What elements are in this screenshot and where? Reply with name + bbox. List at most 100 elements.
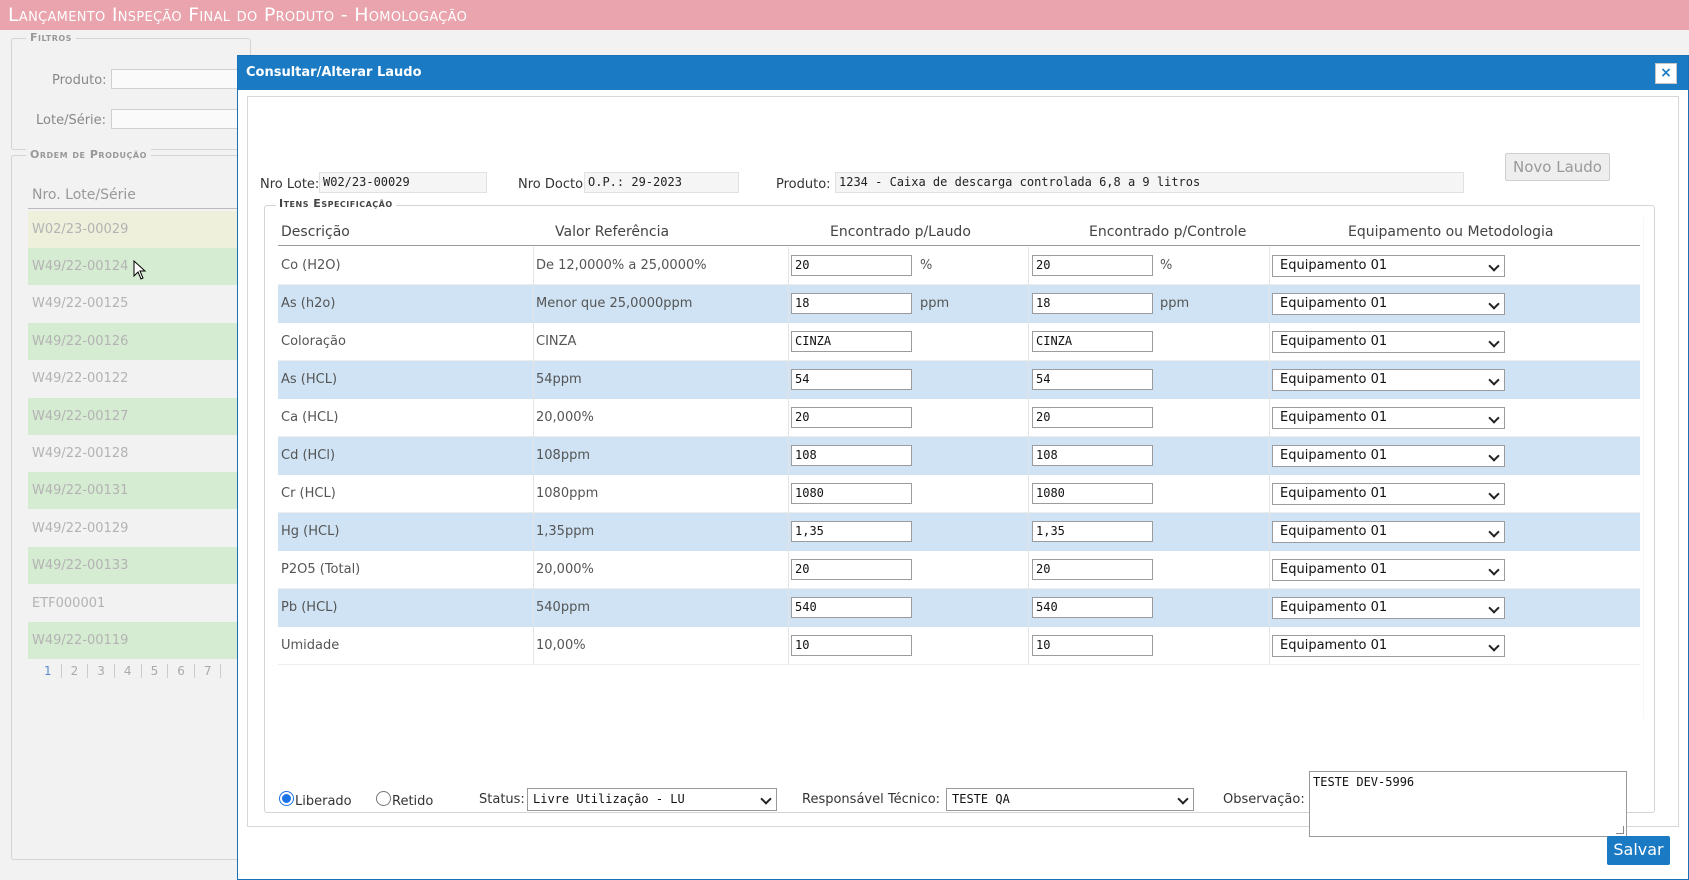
equipamento-select[interactable]: Equipamento 01 [1272, 255, 1505, 277]
encontrado-laudo-input[interactable]: 20 [791, 255, 912, 276]
lot-list-item[interactable]: W49/22-00127 [28, 398, 248, 435]
equipamento-select[interactable]: Equipamento 01 [1272, 445, 1505, 467]
referencia-cell: 540ppm [536, 600, 590, 615]
equipamento-select[interactable]: Equipamento 01 [1272, 635, 1505, 657]
nro-lote-field[interactable]: W02/23-00029 [319, 172, 487, 193]
encontrado-laudo-input[interactable]: 540 [791, 597, 912, 618]
page-link[interactable]: 7 [195, 664, 222, 678]
encontrado-laudo-input[interactable]: 108 [791, 445, 912, 466]
table-header: Descrição Valor Referência Encontrado p/… [278, 218, 1640, 246]
resize-grip-icon[interactable] [1616, 826, 1624, 834]
cell-divider [788, 513, 789, 551]
responsavel-select[interactable]: TESTE QA [946, 788, 1194, 811]
table-row: Cd (HCl) 108ppm 108 108 Equipamento 01 [278, 437, 1640, 475]
equipamento-value: Equipamento 01 [1280, 562, 1388, 577]
chevron-down-icon [1177, 793, 1189, 805]
descricao-cell: Ca (HCL) [281, 410, 339, 425]
encontrado-laudo-input[interactable]: 20 [791, 407, 912, 428]
chevron-down-icon [1488, 298, 1500, 310]
nro-lote-label: Nro Lote: [260, 177, 320, 192]
referencia-cell: 10,00% [536, 638, 586, 653]
cell-divider [1269, 589, 1270, 627]
equipamento-select[interactable]: Equipamento 01 [1272, 559, 1505, 581]
produto-field[interactable]: 1234 - Caixa de descarga controlada 6,8 … [835, 172, 1464, 193]
retido-radio[interactable] [376, 791, 391, 806]
encontrado-laudo-input[interactable]: 10 [791, 635, 912, 656]
page-link[interactable]: 1 [40, 664, 62, 678]
cell-divider [1028, 399, 1029, 437]
encontrado-controle-input[interactable]: 20 [1032, 255, 1153, 276]
cell-divider [788, 475, 789, 513]
observacao-textarea[interactable]: TESTE DEV-5996 [1309, 771, 1627, 837]
page-link[interactable]: 2 [62, 664, 89, 678]
lot-list-item[interactable]: W49/22-00133 [28, 547, 248, 584]
equipamento-value: Equipamento 01 [1280, 486, 1388, 501]
encontrado-laudo-input[interactable]: CINZA [791, 331, 912, 352]
cell-divider [1269, 513, 1270, 551]
cell-divider [788, 323, 789, 361]
cell-divider [1269, 361, 1270, 399]
table-scrollbar[interactable]: ▲ ▼ [1643, 218, 1644, 718]
cell-divider [1269, 399, 1270, 437]
page-link[interactable]: 3 [88, 664, 115, 678]
nro-docto-field[interactable]: O.P.: 29-2023 [584, 172, 739, 193]
laudo-unit: % [920, 258, 933, 273]
equipamento-select[interactable]: Equipamento 01 [1272, 597, 1505, 619]
page-link[interactable]: 4 [115, 664, 142, 678]
liberado-radio[interactable] [279, 791, 294, 806]
equipamento-select[interactable]: Equipamento 01 [1272, 521, 1505, 543]
cell-divider [1028, 437, 1029, 475]
chevron-down-icon [1488, 526, 1500, 538]
equipamento-select[interactable]: Equipamento 01 [1272, 369, 1505, 391]
lote-filter-input[interactable] [111, 109, 241, 129]
encontrado-controle-input[interactable]: CINZA [1032, 331, 1153, 352]
lot-list-item[interactable]: W49/22-00119 [28, 622, 248, 659]
encontrado-controle-input[interactable]: 18 [1032, 293, 1153, 314]
encontrado-laudo-input[interactable]: 20 [791, 559, 912, 580]
status-select[interactable]: Livre Utilização - LU [527, 788, 777, 811]
cell-divider [533, 437, 534, 475]
lot-list-item[interactable]: W49/22-00128 [28, 435, 248, 472]
cell-divider [1269, 247, 1270, 285]
encontrado-controle-input[interactable]: 20 [1032, 407, 1153, 428]
page-link[interactable]: 5 [142, 664, 169, 678]
salvar-button[interactable]: Salvar [1607, 836, 1670, 865]
novo-laudo-button[interactable]: Novo Laudo [1505, 153, 1610, 181]
page-link[interactable]: 6 [168, 664, 195, 678]
responsavel-value: TESTE QA [952, 792, 1010, 806]
laudo-dialog: Consultar/Alterar Laudo × Nro Lote: W02/… [237, 55, 1689, 880]
lot-list-item[interactable]: W49/22-00126 [28, 323, 248, 360]
encontrado-laudo-input[interactable]: 1,35 [791, 521, 912, 542]
encontrado-controle-input[interactable]: 20 [1032, 559, 1153, 580]
encontrado-controle-input[interactable]: 1080 [1032, 483, 1153, 504]
encontrado-controle-input[interactable]: 108 [1032, 445, 1153, 466]
encontrado-laudo-input[interactable]: 1080 [791, 483, 912, 504]
encontrado-controle-input[interactable]: 54 [1032, 369, 1153, 390]
encontrado-laudo-input[interactable]: 54 [791, 369, 912, 390]
encontrado-laudo-input[interactable]: 18 [791, 293, 912, 314]
ordem-legend: Ordem de Produção [26, 148, 151, 161]
ordem-column-header: Nro. Lote/Série [32, 187, 136, 203]
equipamento-select[interactable]: Equipamento 01 [1272, 331, 1505, 353]
cell-divider [1028, 551, 1029, 589]
produto-filter-input[interactable] [111, 69, 241, 89]
lot-list-item[interactable]: W02/23-00029 [28, 211, 248, 248]
table-row: Ca (HCL) 20,000% 20 20 Equipamento 01 [278, 399, 1640, 437]
cell-divider [788, 247, 789, 285]
encontrado-controle-input[interactable]: 1,35 [1032, 521, 1153, 542]
lot-list-item[interactable]: W49/22-00122 [28, 360, 248, 397]
table-row: Co (H2O) De 12,0000% a 25,0000% 20% 20% Equi… [278, 247, 1640, 285]
encontrado-controle-input[interactable]: 10 [1032, 635, 1153, 656]
close-button[interactable]: × [1655, 63, 1677, 84]
lot-list-item[interactable]: W49/22-00125 [28, 285, 248, 322]
lot-list-item[interactable]: W49/22-00131 [28, 472, 248, 509]
equipamento-select[interactable]: Equipamento 01 [1272, 407, 1505, 429]
col-encontrado-laudo: Encontrado p/Laudo [830, 224, 971, 240]
encontrado-controle-input[interactable]: 540 [1032, 597, 1153, 618]
chevron-down-icon [1488, 260, 1500, 272]
lot-list-item[interactable]: ETF000001 [28, 585, 248, 622]
lot-list-item[interactable]: W49/22-00129 [28, 510, 248, 547]
equipamento-value: Equipamento 01 [1280, 410, 1388, 425]
equipamento-select[interactable]: Equipamento 01 [1272, 483, 1505, 505]
equipamento-select[interactable]: Equipamento 01 [1272, 293, 1505, 315]
